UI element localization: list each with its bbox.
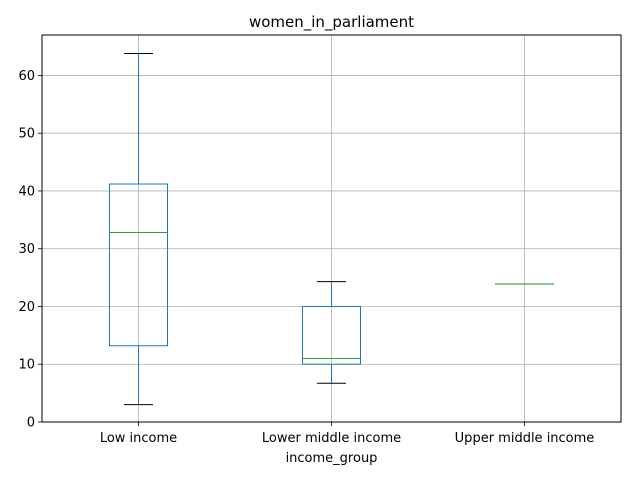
y-tick-label: 40 <box>18 184 35 199</box>
x-axis-label: income_group <box>286 451 378 466</box>
y-tick-label: 0 <box>27 416 35 431</box>
tick-layer: 0 10 20 30 40 50 60 Low income Lower middle inco… <box>18 69 594 446</box>
x-tick-label: Upper middle income <box>455 431 595 446</box>
x-tick-label: Low income <box>100 431 177 446</box>
iqr-box <box>302 305 361 365</box>
box-layer <box>109 52 554 406</box>
y-tick-label: 20 <box>18 300 35 315</box>
y-tick-label: 60 <box>18 69 35 84</box>
y-tick-label: 50 <box>18 127 35 142</box>
y-tick-label: 10 <box>18 358 35 373</box>
y-tick-label: 30 <box>18 242 35 257</box>
chart-title: women_in_parliament <box>249 13 414 32</box>
box-group <box>109 52 168 406</box>
iqr-box <box>109 183 168 347</box>
x-tick-label: Lower middle income <box>262 431 401 446</box>
box-group <box>302 281 361 384</box>
